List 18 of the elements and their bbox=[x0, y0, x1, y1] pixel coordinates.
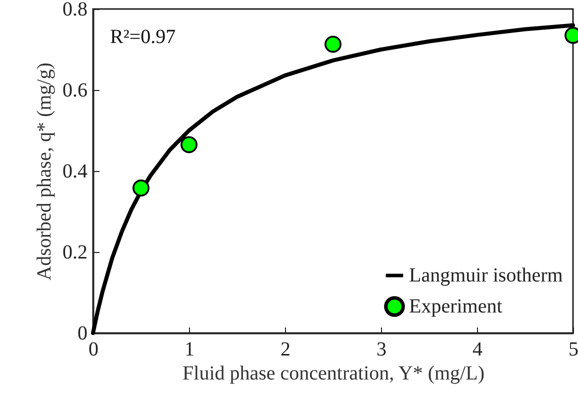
point bbox=[180, 136, 198, 154]
y-tick-label: 0.8 bbox=[62, 0, 88, 20]
y-tick-label: 0.4 bbox=[62, 160, 88, 182]
x-tick-label: 5 bbox=[568, 338, 578, 360]
y-tick-label: 0.2 bbox=[62, 242, 88, 264]
x-tick-label: 1 bbox=[184, 338, 194, 360]
legend-label: Langmuir isotherm bbox=[409, 264, 564, 286]
annotation: R²=0.97 bbox=[110, 26, 176, 48]
y-tick-label: 0 bbox=[78, 322, 88, 344]
point bbox=[324, 36, 342, 53]
x-axis-title: Fluid phase concentration, Y* (mg/L) bbox=[182, 362, 484, 384]
y-axis-title: Adsorbed phase, q* (mg/g) bbox=[34, 62, 56, 280]
legend-label: Experiment bbox=[409, 296, 503, 318]
x-tick-label: 2 bbox=[280, 338, 290, 360]
x-tick-label: 3 bbox=[376, 338, 386, 360]
x-tick-label: 4 bbox=[472, 338, 482, 360]
y-tick-label: 0.6 bbox=[62, 80, 88, 102]
point bbox=[132, 180, 150, 196]
